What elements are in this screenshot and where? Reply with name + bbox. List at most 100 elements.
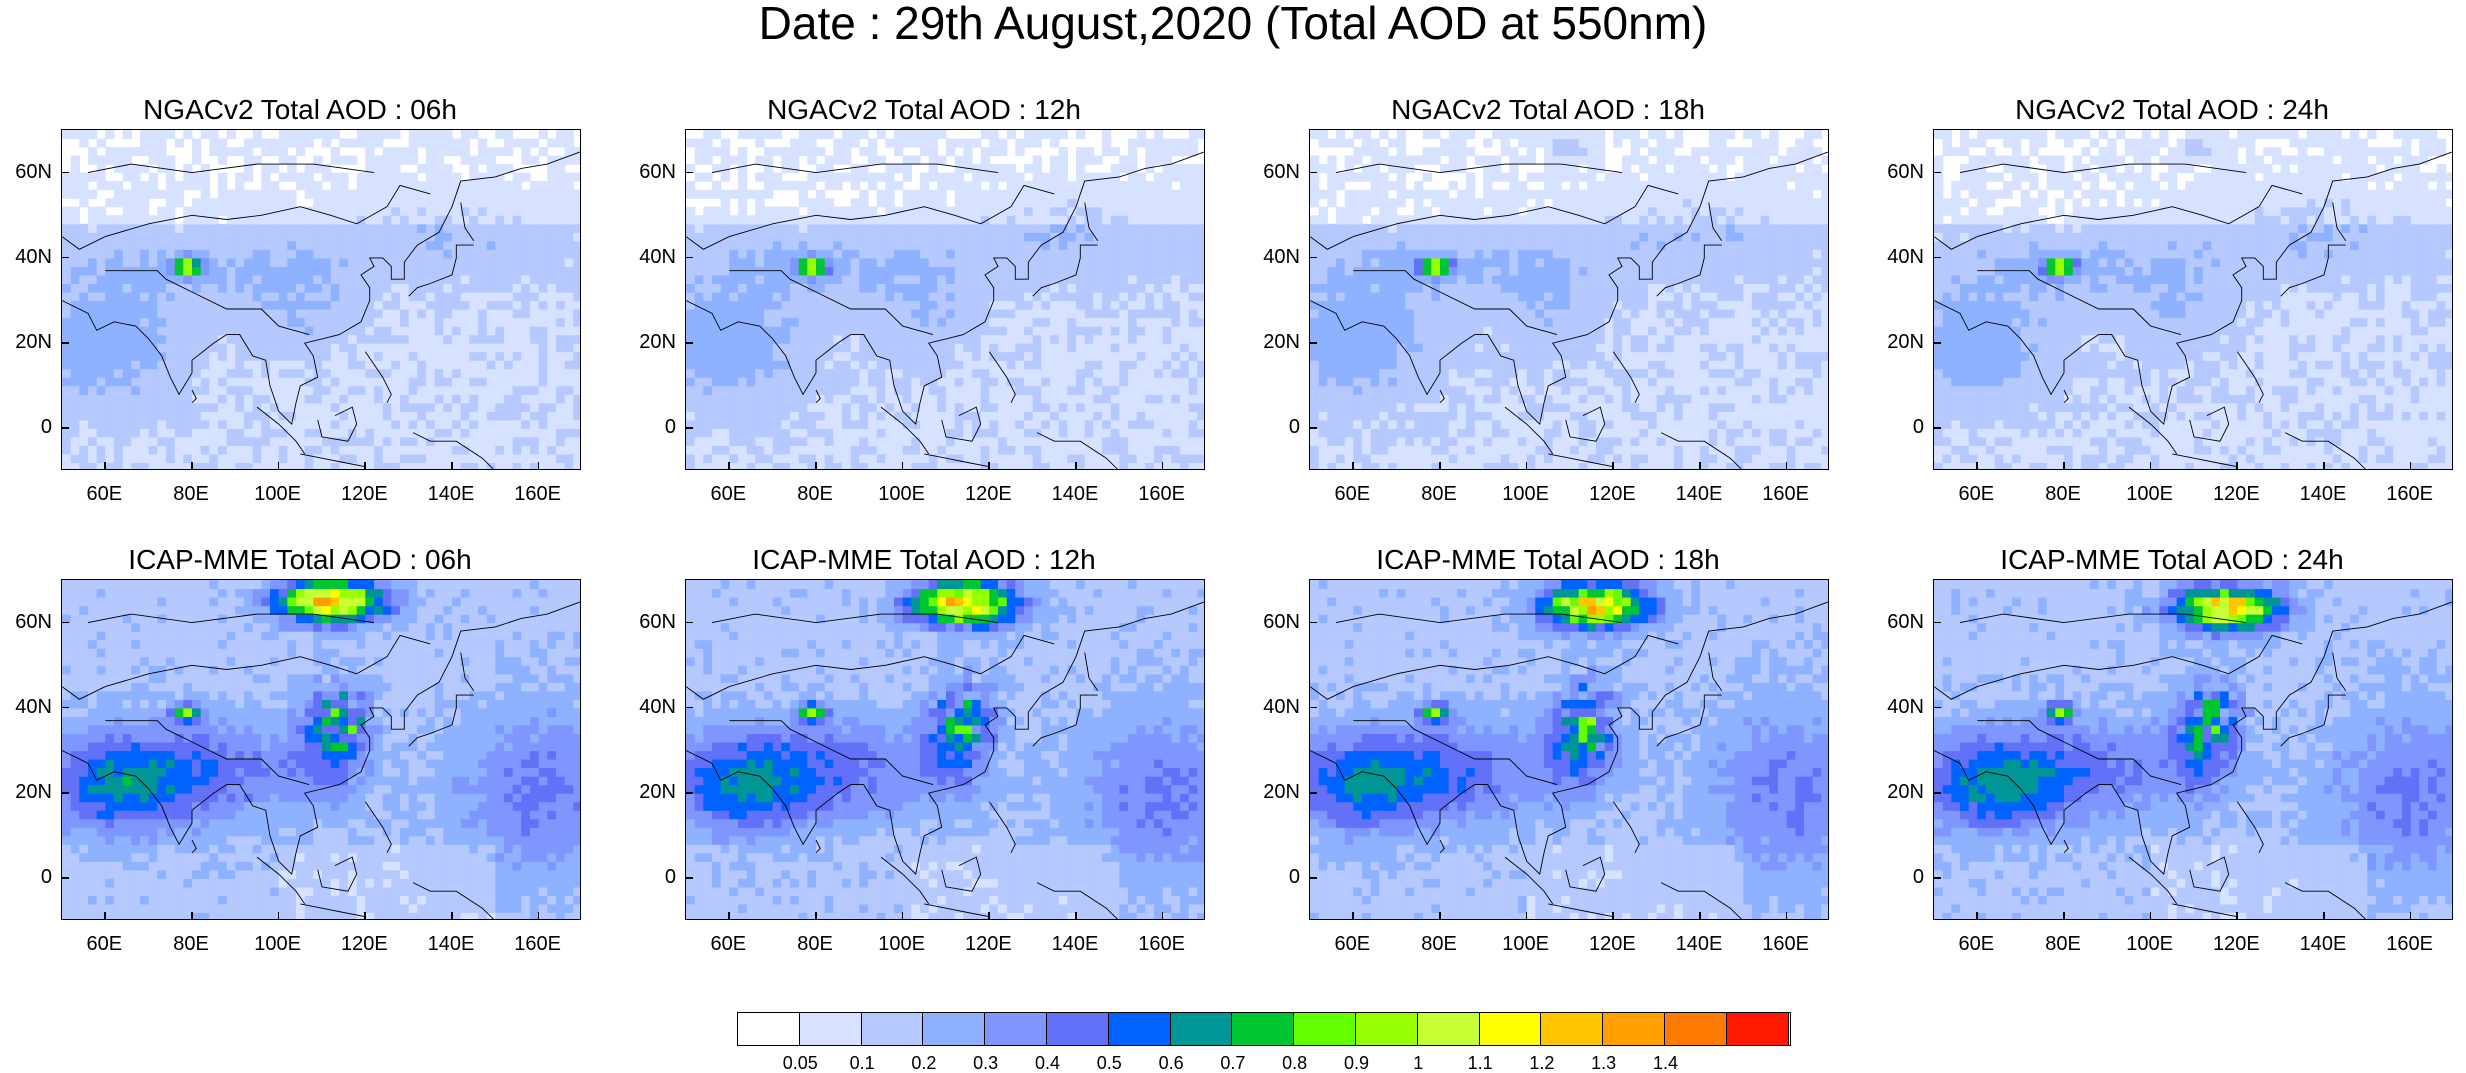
aod-cell <box>903 198 912 207</box>
aod-cell <box>807 369 816 378</box>
aod-cell <box>1041 352 1050 361</box>
aod-cell <box>972 343 981 352</box>
aod-cell <box>547 437 556 446</box>
aod-cell <box>1180 224 1189 233</box>
aod-cell <box>1353 343 1362 352</box>
aod-cell <box>877 258 886 267</box>
aod-cell <box>989 445 998 454</box>
aod-cell <box>981 394 990 403</box>
lon-tick-label: 100E <box>867 484 937 504</box>
aod-cell <box>686 215 695 224</box>
aod-cell <box>989 369 998 378</box>
aod-cell <box>703 454 712 463</box>
aod-cell <box>712 266 721 275</box>
aod-cell <box>435 292 444 301</box>
aod-cell <box>963 241 972 250</box>
aod-cell <box>1171 420 1180 429</box>
aod-cell <box>539 275 548 284</box>
lon-tick-label: 60E <box>693 484 763 504</box>
aod-cell <box>391 130 400 139</box>
aod-cell <box>1102 190 1111 199</box>
aod-cell <box>1128 411 1137 420</box>
aod-cell <box>1388 352 1397 361</box>
aod-cell <box>287 360 296 369</box>
aod-cell <box>773 207 782 216</box>
aod-cell <box>885 326 894 335</box>
aod-cell <box>1336 454 1345 463</box>
aod-cell <box>348 309 357 318</box>
aod-cell <box>348 369 357 378</box>
aod-cell <box>729 360 738 369</box>
aod-cell <box>443 326 452 335</box>
aod-cell <box>1128 266 1137 275</box>
aod-cell <box>1007 437 1016 446</box>
aod-cell <box>1085 181 1094 190</box>
aod-cell <box>963 249 972 258</box>
aod-cell <box>97 224 106 233</box>
aod-cell <box>1197 181 1205 190</box>
aod-cell <box>1171 309 1180 318</box>
aod-cell <box>1310 411 1319 420</box>
aod-cell <box>331 428 340 437</box>
aod-cell <box>972 301 981 310</box>
aod-cell <box>1163 445 1172 454</box>
aod-cell <box>1137 139 1146 148</box>
aod-cell <box>556 301 565 310</box>
aod-cell <box>1067 411 1076 420</box>
aod-cell <box>1171 463 1180 471</box>
aod-cell <box>348 292 357 301</box>
aod-cell <box>530 224 539 233</box>
aod-cell <box>1093 386 1102 395</box>
aod-cell <box>703 318 712 327</box>
aod-cell <box>1189 420 1198 429</box>
aod-cell <box>1007 343 1016 352</box>
aod-cell <box>166 437 175 446</box>
aod-cell <box>227 454 236 463</box>
aod-cell <box>322 232 331 241</box>
aod-cell <box>270 232 279 241</box>
aod-cell <box>62 411 71 420</box>
aod-cell <box>192 420 201 429</box>
aod-cell <box>1050 198 1059 207</box>
aod-cell <box>521 318 530 327</box>
aod-cell <box>79 284 88 293</box>
aod-cell <box>833 173 842 182</box>
aod-cell <box>929 411 938 420</box>
aod-cell <box>131 335 140 344</box>
aod-cell <box>721 215 730 224</box>
aod-cell <box>417 369 426 378</box>
aod-cell <box>868 377 877 386</box>
aod-cell <box>461 258 470 267</box>
aod-cell <box>790 454 799 463</box>
aod-cell <box>868 173 877 182</box>
aod-cell <box>1180 463 1189 471</box>
aod-cell <box>825 428 834 437</box>
aod-cell <box>885 445 894 454</box>
aod-cell <box>1111 343 1120 352</box>
aod-cell <box>287 411 296 420</box>
aod-cell <box>175 428 184 437</box>
aod-cell <box>807 437 816 446</box>
aod-cell <box>1397 463 1406 471</box>
aod-cell <box>227 420 236 429</box>
aod-cell <box>339 420 348 429</box>
aod-cell <box>1327 394 1336 403</box>
aod-cell <box>348 241 357 250</box>
aod-cell <box>755 445 764 454</box>
aod-cell <box>417 266 426 275</box>
aod-cell <box>1197 386 1205 395</box>
aod-cell <box>842 266 851 275</box>
aod-cell <box>1414 156 1423 165</box>
aod-cell <box>417 420 426 429</box>
aod-cell <box>287 292 296 301</box>
aod-cell <box>435 156 444 165</box>
aod-cell <box>357 190 366 199</box>
aod-cell <box>998 284 1007 293</box>
aod-cell <box>755 309 764 318</box>
aod-cell <box>1397 369 1406 378</box>
aod-cell <box>1007 266 1016 275</box>
aod-cell <box>755 454 764 463</box>
aod-cell <box>1093 352 1102 361</box>
aod-cell <box>1076 463 1085 471</box>
aod-cell <box>79 343 88 352</box>
